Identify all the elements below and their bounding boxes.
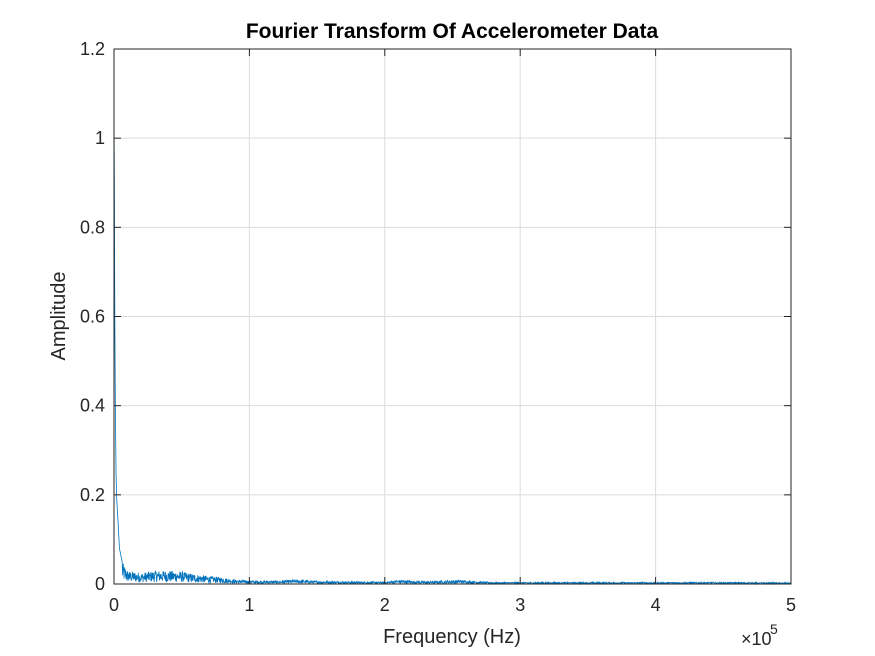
- x-exponent-power: 5: [770, 621, 778, 637]
- y-tick-label: 0.2: [80, 485, 105, 505]
- y-tick-label: 0.8: [80, 217, 105, 237]
- y-tick-label: 0.6: [80, 307, 105, 327]
- ticks: [113, 48, 792, 585]
- x-tick-label: 0: [109, 595, 119, 615]
- y-tick-label: 0: [95, 574, 105, 594]
- y-tick-label: 1: [95, 128, 105, 148]
- x-tick-label: 1: [244, 595, 254, 615]
- x-tick-label: 2: [380, 595, 390, 615]
- series-layer: [113, 111, 792, 586]
- chart-title: Fourier Transform Of Accelerometer Data: [246, 20, 659, 43]
- y-axis-label: Amplitude: [48, 272, 70, 361]
- x-tick-label: 4: [651, 595, 661, 615]
- y-tick-label: 0.4: [80, 396, 105, 416]
- x-tick-label: 5: [786, 595, 796, 615]
- x-axis-label: Frequency (Hz): [383, 626, 521, 648]
- grid: [114, 49, 791, 584]
- y-tick-labels: 0 0.2 0.4 0.6 0.8 1 1.2: [80, 39, 105, 594]
- x-exponent-base: ×10: [741, 629, 772, 649]
- x-tick-labels: 0 1 2 3 4 5: [109, 595, 796, 615]
- x-tick-label: 3: [515, 595, 525, 615]
- y-tick-label: 1.2: [80, 39, 105, 59]
- series-line: [113, 111, 792, 586]
